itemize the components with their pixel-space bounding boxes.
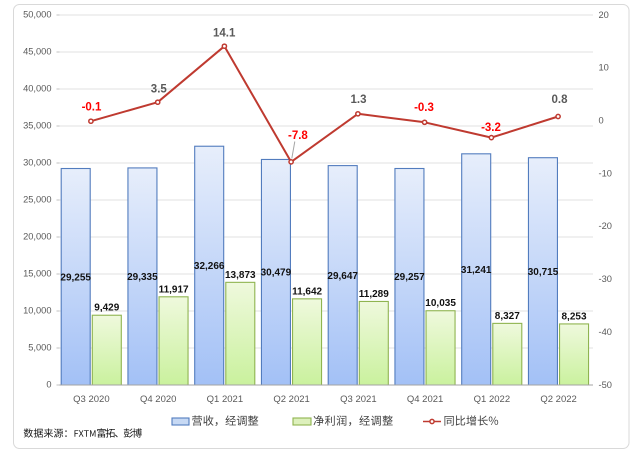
svg-text:3.5: 3.5 (151, 84, 168, 96)
svg-text:-50: -50 (599, 380, 612, 390)
svg-text:Q2 2022: Q2 2022 (540, 394, 576, 405)
svg-text:Q1 2021: Q1 2021 (207, 394, 243, 405)
svg-text:0: 0 (599, 116, 604, 126)
svg-text:29,335: 29,335 (127, 272, 158, 283)
svg-text:25,000: 25,000 (23, 195, 51, 205)
svg-text:8,253: 8,253 (561, 311, 586, 322)
svg-text:29,257: 29,257 (394, 272, 425, 283)
svg-text:0.8: 0.8 (552, 94, 569, 106)
svg-text:31,241: 31,241 (461, 265, 492, 276)
svg-text:Q3 2020: Q3 2020 (73, 394, 109, 405)
svg-text:11,642: 11,642 (292, 286, 322, 297)
svg-text:20,000: 20,000 (23, 232, 51, 242)
svg-text:-0.3: -0.3 (414, 102, 434, 114)
svg-text:-40: -40 (599, 327, 612, 337)
svg-text:Q1 2022: Q1 2022 (474, 394, 510, 405)
svg-text:14.1: 14.1 (213, 28, 236, 40)
svg-text:50,000: 50,000 (23, 10, 51, 20)
svg-text:30,000: 30,000 (23, 158, 51, 168)
svg-text:35,000: 35,000 (23, 121, 51, 131)
svg-text:-10: -10 (599, 168, 612, 178)
svg-text:30,479: 30,479 (261, 268, 292, 279)
svg-text:-7.8: -7.8 (288, 130, 308, 142)
svg-text:10: 10 (599, 63, 609, 73)
svg-text:10,035: 10,035 (425, 298, 456, 309)
svg-text:Q4 2021: Q4 2021 (407, 394, 443, 405)
svg-text:Q3 2021: Q3 2021 (340, 394, 376, 405)
svg-text:40,000: 40,000 (23, 84, 51, 94)
svg-text:-30: -30 (599, 274, 612, 284)
svg-text:11,289: 11,289 (359, 289, 389, 300)
svg-text:8,327: 8,327 (495, 311, 520, 322)
svg-text:-0.1: -0.1 (82, 102, 102, 114)
svg-text:45,000: 45,000 (23, 47, 51, 57)
svg-text:Q4 2020: Q4 2020 (140, 394, 176, 405)
svg-text:15,000: 15,000 (23, 269, 51, 279)
svg-text:-20: -20 (599, 221, 612, 231)
svg-text:29,255: 29,255 (60, 272, 91, 283)
svg-text:32,266: 32,266 (194, 261, 225, 272)
svg-text:-3.2: -3.2 (481, 122, 501, 134)
svg-text:10,000: 10,000 (23, 306, 51, 316)
svg-text:29,647: 29,647 (327, 271, 358, 282)
svg-text:11,917: 11,917 (159, 284, 189, 295)
svg-text:0: 0 (46, 380, 51, 390)
svg-text:9,429: 9,429 (94, 303, 119, 314)
svg-text:20: 20 (599, 10, 609, 20)
svg-text:5,000: 5,000 (28, 343, 51, 353)
svg-text:1.3: 1.3 (351, 94, 367, 106)
svg-text:30,715: 30,715 (528, 267, 559, 278)
svg-text:Q2 2021: Q2 2021 (273, 394, 309, 405)
svg-text:13,873: 13,873 (225, 270, 256, 281)
